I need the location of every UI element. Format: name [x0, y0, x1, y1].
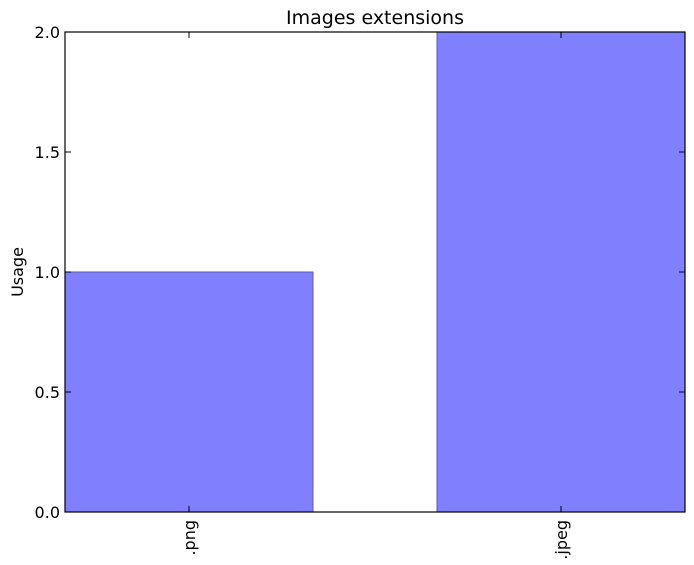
- bar-jpeg: [436, 31, 686, 513]
- y-tick-label: 1.0: [35, 263, 60, 282]
- y-tick-label: 1.5: [35, 143, 60, 162]
- bars-layer: [64, 31, 686, 513]
- chart-title: Images extensions: [286, 7, 464, 29]
- bar-png: [64, 271, 314, 513]
- y-tick-label: 0.5: [35, 383, 60, 402]
- y-axis-label: Usage: [8, 247, 27, 297]
- y-tick-label: 2.0: [35, 23, 60, 42]
- x-tick-label: .png: [180, 520, 199, 556]
- y-tick-label: 0.0: [35, 503, 60, 522]
- plot-frame: [64, 31, 686, 513]
- x-tick-label: .jpeg: [552, 520, 571, 560]
